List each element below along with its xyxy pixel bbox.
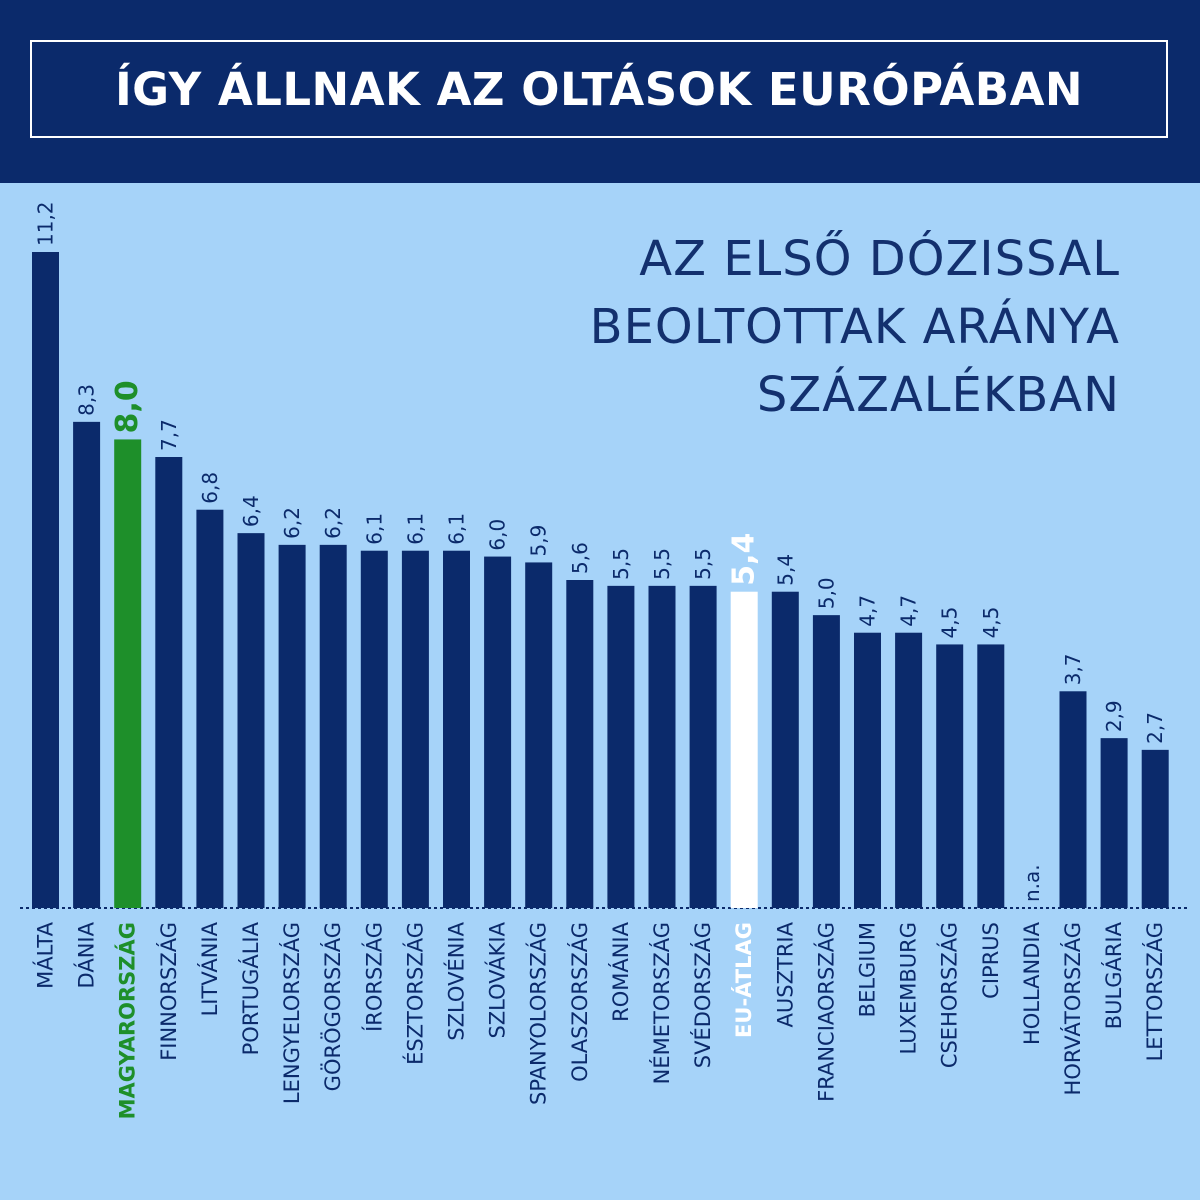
header-banner: ÍGY ÁLLNAK AZ OLTÁSOK EURÓPÁBAN [0,0,1200,183]
category-label-6: PORTUGÁLIA [238,921,263,1055]
title-box: ÍGY ÁLLNAK AZ OLTÁSOK EURÓPÁBAN [30,40,1168,138]
category-label-10: ÉSZTORSZÁG [402,922,427,1065]
category-label-12: SZLOVÁKIA [485,921,510,1038]
value-label-7: 6,2 [280,507,304,539]
category-label-16: NÉMETORSZÁG [649,922,674,1084]
category-label-3: MAGYARORSZÁG [115,922,140,1119]
bar-10 [401,550,429,908]
chart-subtitle: AZ ELSŐ DÓZISSAL BEOLTOTTAK ARÁNYA SZÁZA… [590,225,1120,429]
value-label-26: 3,7 [1061,653,1085,685]
bar-18 [730,591,758,908]
category-label-28: LETTORSZÁG [1142,922,1167,1061]
bar-1 [32,252,59,908]
bar-24 [977,644,1005,908]
category-label-26: HORVÁTORSZÁG [1060,922,1085,1095]
value-label-23: 4,5 [938,607,962,639]
value-label-14: 5,6 [568,542,592,574]
value-label-1: 11,2 [34,201,58,246]
value-label-25: n.a. [1020,864,1044,902]
value-label-28: 2,7 [1143,712,1167,744]
value-label-16: 5,5 [650,548,674,580]
category-label-17: SVÉDORSZÁG [690,922,715,1068]
category-label-23: CSEHORSZÁG [937,922,962,1068]
subtitle-line-2: BEOLTOTTAK ARÁNYA [589,299,1120,355]
bar-26 [1059,691,1087,908]
value-label-2: 8,3 [75,384,99,416]
bar-17 [689,585,717,908]
bar-22 [895,632,923,908]
bar-14 [566,580,594,908]
value-label-10: 6,1 [403,513,427,545]
value-label-24: 4,5 [979,607,1003,639]
bar-28 [1141,749,1169,908]
category-label-11: SZLOVÉNIA [444,921,469,1040]
category-label-24: CIPRUS [979,922,1003,999]
category-label-5: LITVÁNIA [197,921,222,1016]
category-label-15: ROMÁNIA [608,921,633,1022]
bar-3 [114,439,142,908]
value-label-17: 5,5 [691,548,715,580]
value-label-5: 6,8 [198,472,222,504]
value-label-19: 5,4 [773,554,797,586]
bar-6 [237,533,265,908]
value-label-15: 5,5 [609,548,633,580]
value-label-6: 6,4 [239,495,263,527]
value-label-4: 7,7 [157,419,181,451]
value-label-11: 6,1 [445,513,469,545]
category-label-19: AUSZTRIA [773,921,797,1027]
value-label-9: 6,1 [362,513,386,545]
category-label-4: FINNORSZÁG [156,922,181,1061]
category-label-21: BELGIUM [856,922,880,1017]
bar-8 [319,544,347,908]
bar-5 [196,509,224,908]
value-label-18: 5,4 [727,533,762,586]
value-label-21: 4,7 [856,595,880,627]
category-label-25: HOLLANDIA [1020,921,1044,1045]
category-label-13: SPANYOLORSZÁG [526,922,551,1105]
bar-13 [525,562,553,908]
bar-27 [1100,738,1128,908]
category-label-18: EU-ÁTLAG [731,922,756,1038]
bar-7 [278,544,306,908]
bar-12 [484,556,512,908]
bar-19 [771,591,799,908]
value-label-8: 6,2 [321,507,345,539]
value-label-22: 4,7 [897,595,921,627]
value-label-27: 2,9 [1102,700,1126,732]
subtitle-line-1: AZ ELSŐ DÓZISSAL [639,231,1120,287]
category-label-9: ÍRORSZÁG [361,922,386,1032]
bar-11 [443,550,470,908]
category-label-14: OLASZORSZÁG [567,922,592,1082]
category-label-27: BULGÁRIA [1101,921,1126,1029]
bar-15 [607,585,635,908]
bar-9 [360,550,388,908]
category-label-2: DÁNIA [74,921,99,988]
value-label-20: 5,0 [814,577,838,609]
category-label-1: MÁLTA [33,921,58,988]
value-label-13: 5,9 [527,525,551,557]
category-label-22: LUXEMBURG [897,922,921,1054]
bar-21 [854,632,881,908]
value-label-3: 8,0 [110,380,145,433]
value-label-12: 6,0 [486,519,510,551]
category-label-20: FRANCIAORSZÁG [813,922,838,1102]
bar-16 [648,585,676,908]
category-label-7: LENGYELORSZÁG [279,922,304,1104]
bar-2 [73,421,101,908]
category-label-8: GÖRÖGORSZÁG [320,922,345,1091]
bar-23 [936,644,964,908]
subtitle-line-3: SZÁZALÉKBAN [756,367,1120,423]
bar-20 [812,615,840,908]
bar-4 [155,457,183,908]
page-title: ÍGY ÁLLNAK AZ OLTÁSOK EURÓPÁBAN [114,62,1084,116]
bar-chart: 11,2 MÁLTA 8,3 DÁNIA 8,0 MAGYARORSZÁG 7,7 FINNO… [20,201,1188,1119]
